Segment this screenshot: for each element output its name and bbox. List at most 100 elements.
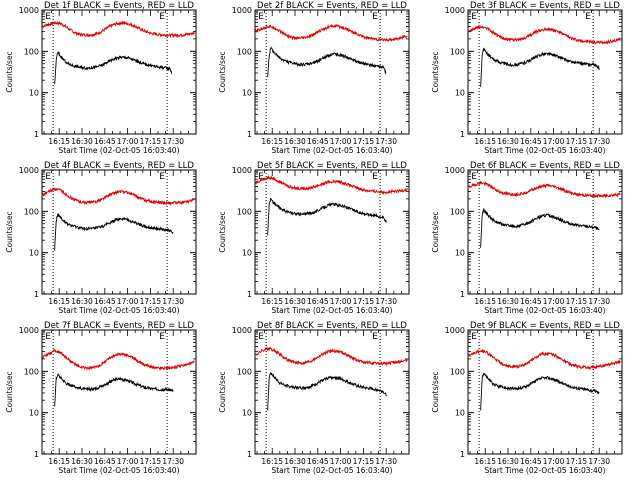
detector-chart-4: Det 4f BLACK = Events, RED = LLD 1 10 100 10… — [5, 161, 197, 315]
x-tick-label: 16:15 — [48, 297, 70, 306]
x-axis-label: Start Time (02-Oct-05 16:03:40) — [58, 466, 179, 475]
x-tick-label: 16:45 — [94, 297, 116, 306]
x-tick-label: 16:30 — [284, 457, 306, 466]
x-tick-label: 17:30 — [375, 457, 397, 466]
detector-chart-2: Det 2f BLACK = Events, RED = LLD 1 10 100 10… — [218, 1, 410, 155]
y-tick-label: 100 — [450, 367, 465, 376]
y-tick-label: 1000 — [232, 6, 252, 15]
y-axis-label: Counts/sec — [5, 51, 14, 92]
y-tick-label: 100 — [450, 207, 465, 216]
y-tick-label: 1000 — [445, 166, 465, 175]
x-tick-label: 17:15 — [140, 297, 162, 306]
y-tick-label: 1 — [34, 450, 39, 459]
x-tick-label: 17:30 — [162, 457, 184, 466]
y-tick-label: 1000 — [232, 166, 252, 175]
x-tick-label: 16:30 — [71, 137, 93, 146]
y-tick-label: 10 — [29, 89, 39, 98]
x-tick-label: 17:30 — [588, 457, 610, 466]
x-tick-label: 16:30 — [284, 297, 306, 306]
y-tick-label: 100 — [237, 47, 252, 56]
marker-label: E — [372, 172, 378, 182]
y-tick-label: 1 — [247, 290, 252, 299]
lld-series-line — [255, 175, 408, 196]
x-tick-label: 16:30 — [497, 297, 519, 306]
y-tick-label: 1000 — [19, 326, 39, 335]
y-tick-label: 1000 — [19, 6, 39, 15]
lld-series-line — [42, 348, 195, 372]
detector-chart-9: Det 9f BLACK = Events, RED = LLD 1 10 100 10… — [431, 321, 623, 475]
marker-label: E — [585, 12, 591, 22]
y-tick-label: 1 — [460, 130, 465, 139]
y-tick-label: 100 — [24, 47, 39, 56]
y-axis-label: Counts/sec — [431, 211, 440, 252]
marker-label: E — [258, 332, 264, 342]
marker-label: E — [372, 332, 378, 342]
x-tick-label: 17:00 — [117, 457, 139, 466]
x-tick-label: 16:30 — [284, 137, 306, 146]
x-tick-label: 17:30 — [162, 297, 184, 306]
events-series-line — [267, 371, 387, 411]
x-tick-label: 17:15 — [566, 457, 588, 466]
x-tick-label: 17:15 — [353, 137, 375, 146]
x-tick-label: 16:45 — [307, 457, 329, 466]
lld-series-line — [468, 348, 621, 371]
y-tick-label: 10 — [29, 249, 39, 258]
plot-frame — [41, 169, 197, 295]
x-tick-label: 17:15 — [140, 137, 162, 146]
plot-frame — [467, 9, 623, 135]
x-tick-label: 17:30 — [588, 297, 610, 306]
y-tick-label: 1 — [247, 130, 252, 139]
y-tick-label: 10 — [455, 249, 465, 258]
x-tick-label: 17:00 — [543, 297, 565, 306]
x-tick-label: 17:00 — [543, 137, 565, 146]
events-series-line — [480, 372, 600, 411]
lld-series-line — [255, 23, 408, 43]
x-axis-label: Start Time (02-Oct-05 16:03:40) — [271, 306, 392, 315]
y-tick-label: 10 — [242, 89, 252, 98]
y-tick-label: 10 — [455, 409, 465, 418]
x-tick-label: 17:00 — [543, 457, 565, 466]
x-tick-label: 16:45 — [520, 457, 542, 466]
x-axis-label: Start Time (02-Oct-05 16:03:40) — [58, 146, 179, 155]
x-tick-label: 16:45 — [94, 457, 116, 466]
detector-chart-3: Det 3f BLACK = Events, RED = LLD 1 10 100 10… — [431, 1, 623, 155]
marker-label: E — [159, 12, 165, 22]
x-tick-label: 16:45 — [520, 297, 542, 306]
x-tick-label: 17:00 — [330, 457, 352, 466]
plot-frame — [467, 169, 623, 295]
chart-title: Det 6f BLACK = Events, RED = LLD — [470, 161, 620, 171]
y-tick-label: 1 — [460, 450, 465, 459]
events-series-line — [54, 373, 174, 407]
x-tick-label: 17:00 — [330, 297, 352, 306]
x-tick-label: 17:30 — [375, 137, 397, 146]
marker-label: E — [471, 172, 477, 182]
y-tick-label: 100 — [24, 367, 39, 376]
x-tick-label: 16:15 — [261, 297, 283, 306]
y-axis-label: Counts/sec — [431, 51, 440, 92]
plot-frame — [254, 9, 410, 135]
marker-label: E — [471, 332, 477, 342]
marker-label: E — [258, 12, 264, 22]
y-tick-label: 10 — [455, 89, 465, 98]
y-tick-label: 100 — [24, 207, 39, 216]
x-tick-label: 16:45 — [307, 137, 329, 146]
detector-chart-7: Det 7f BLACK = Events, RED = LLD 1 10 100 10… — [5, 321, 197, 475]
chart-title: Det 3f BLACK = Events, RED = LLD — [470, 1, 620, 11]
x-tick-label: 16:15 — [261, 137, 283, 146]
chart-title: Det 1f BLACK = Events, RED = LLD — [44, 1, 194, 11]
marker-label: E — [585, 172, 591, 182]
x-tick-label: 16:45 — [94, 137, 116, 146]
plot-frame — [41, 329, 197, 455]
x-tick-label: 17:30 — [375, 297, 397, 306]
y-axis-label: Counts/sec — [431, 371, 440, 412]
y-axis-label: Counts/sec — [218, 371, 227, 412]
y-tick-label: 1000 — [232, 326, 252, 335]
events-series-line — [480, 47, 600, 87]
x-tick-label: 16:45 — [520, 137, 542, 146]
x-axis-label: Start Time (02-Oct-05 16:03:40) — [484, 466, 605, 475]
y-axis-label: Counts/sec — [218, 211, 227, 252]
plot-frame — [467, 329, 623, 455]
events-series-line — [480, 208, 600, 248]
x-tick-label: 17:30 — [588, 137, 610, 146]
